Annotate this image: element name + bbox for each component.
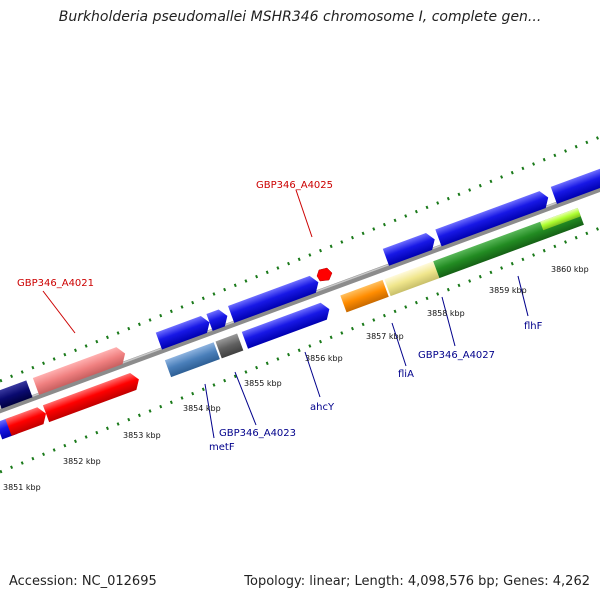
scale-label: 3852 kbp [63,457,101,466]
gene-feature-blue[interactable] [228,274,321,323]
gene-feature-orange[interactable] [340,279,389,313]
gene-feature-blue[interactable] [241,301,333,349]
gene-feature-blue[interactable] [206,307,230,331]
label-connectors [42,189,529,439]
accession-text: Accession: NC_012695 [9,574,157,589]
gene-feature-steelblue[interactable] [164,342,220,378]
scale-label: 3857 kbp [366,332,404,341]
gene-feature-blue[interactable] [382,231,438,266]
scale-label: 3859 kbp [489,286,527,295]
gene-label-gbp346-a4021[interactable]: GBP346_A4021 [17,278,94,289]
lower-scale-track [0,226,600,474]
gene-feature-gray[interactable] [215,333,244,359]
scale-label: 3860 kbp [551,265,589,274]
gene-feature-red[interactable] [42,371,142,423]
gene-feature-lime[interactable] [540,207,581,231]
gene-label-gbp346-a4023[interactable]: GBP346_A4023 [219,428,296,439]
scale-label: 3851 kbp [3,483,41,492]
gene-label-gbp346-a4027[interactable]: GBP346_A4027 [418,350,495,361]
genome-summary-text: Topology: linear; Length: 4,098,576 bp; … [244,574,590,589]
scale-label: 3855 kbp [244,379,282,388]
scale-label: 3856 kbp [305,354,343,363]
gene-feature-red[interactable] [5,405,49,436]
scale-label: 3854 kbp [183,404,221,413]
gene-feature-blue[interactable] [155,314,213,350]
gene-feature-khaki[interactable] [384,261,440,297]
gene-label-metf[interactable]: metF [209,442,235,453]
gene-label-ahcy[interactable]: ahcY [310,402,335,413]
gene-feature-blue[interactable] [435,189,551,247]
scale-label: 3853 kbp [123,431,161,440]
gene-label-flia[interactable]: fliA [398,369,414,380]
gene-feature-navy[interactable] [0,380,33,409]
gene-feature-blue[interactable] [550,161,600,204]
gene-feature-pink[interactable] [32,345,128,395]
scale-label: 3858 kbp [427,309,465,318]
gene-label-flhf[interactable]: flhF [524,321,543,332]
upper-scale-track [0,135,600,383]
map-title: Burkholderia pseudomallei MSHR346 chromo… [58,9,542,25]
gene-marker-red[interactable] [316,267,333,282]
gene-label-gbp346-a4025[interactable]: GBP346_A4025 [256,180,333,191]
